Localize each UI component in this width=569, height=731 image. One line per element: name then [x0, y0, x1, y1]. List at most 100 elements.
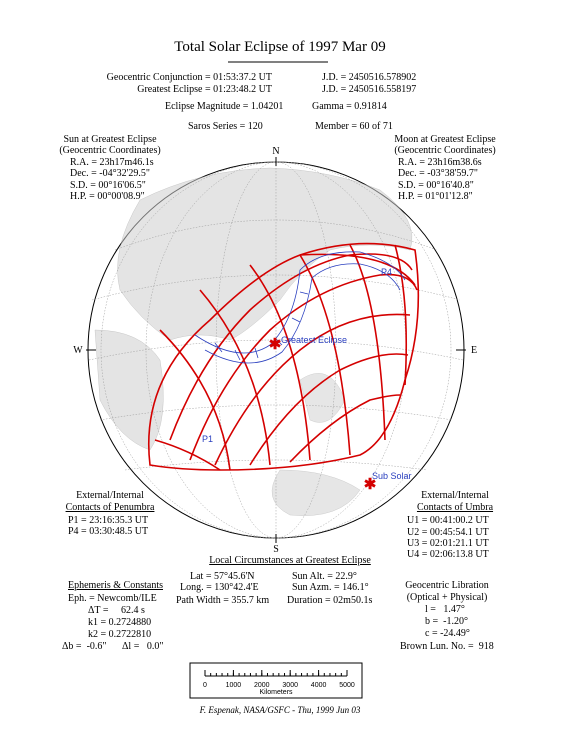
sun-row: Dec. = -04°32'29.5" [70, 168, 150, 179]
umbra-row: U3 = 02:01:21.1 UT [407, 538, 489, 549]
moon-row: H.P. = 01°01'12.8" [398, 191, 473, 202]
graticule-part [124, 459, 428, 471]
penumbra-curves-part [169, 253, 413, 441]
umbra-path-part [214, 291, 309, 361]
greatest-eclipse-marker: ✱ [269, 337, 282, 353]
penumbra-curves-part [199, 289, 271, 466]
moon-row: Dec. = -03°38'59.7" [398, 168, 478, 179]
local-cell: Lat = 57°45.6'N [190, 571, 255, 582]
ephemeris-row: ΔT = 62.4 s [88, 605, 145, 616]
umbra-heading: External/Internal [421, 490, 489, 501]
moon-row: R.A. = 23h16m38.6s [398, 157, 482, 168]
sub-solar-marker: ✱ [364, 477, 377, 493]
umbra-path-part [204, 263, 401, 364]
distance-scale: 0 1000 2000 3000 4000 5000 Kilometers [189, 662, 363, 699]
map-label: Sub Solar [372, 471, 412, 481]
libration-heading: (Optical + Physical) [407, 592, 488, 603]
penumbra-curves-part [189, 273, 418, 461]
map-label: Greatest Eclipse [281, 335, 347, 345]
greatest-jd: J.D. = 2450516.558197 [322, 84, 416, 95]
compass-label: W [73, 345, 83, 356]
local-cell: Long. = 130°42.4'E [180, 582, 259, 593]
sun-heading: Sun at Greatest Eclipse [63, 134, 157, 145]
greatest: Greatest Eclipse = 01:23:48.2 UT [137, 84, 272, 95]
libration-row: c = -24.49° [425, 628, 470, 639]
scale-tick-label: 0 [203, 682, 207, 689]
penumbra-curves-part [349, 244, 386, 441]
umbra-path [194, 251, 406, 364]
penumbra-curves [147, 242, 420, 471]
penumbra-curves-part [289, 394, 401, 463]
umbra-heading: Contacts of Umbra [417, 502, 494, 513]
penumbra-row: P1 = 23:16:35.3 UT [68, 515, 148, 526]
scale-box [189, 662, 363, 699]
local-cell: Path Width = 355.7 km [176, 595, 269, 606]
libration-row: Brown Lun. No. = 918 [400, 641, 494, 652]
penumbra-heading: External/Internal [76, 490, 144, 501]
penumbra-curves-part [249, 353, 409, 466]
compass: N S W E [73, 146, 477, 555]
scale-unit: Kilometers [259, 689, 293, 696]
sun-row: R.A. = 23h17m46.1s [70, 157, 154, 168]
land-part [271, 469, 361, 516]
penumbra-curves-part [154, 439, 221, 471]
umbra-row: U2 = 00:45:54.1 UT [407, 527, 489, 538]
libration-row: b = -1.20° [425, 616, 468, 627]
libration-row: l = 1.47° [425, 604, 465, 615]
local-cell: Duration = 02m50.1s [287, 595, 372, 606]
sun-heading: (Geocentric Coordinates) [59, 145, 160, 156]
umbra-row: U1 = 00:41:00.2 UT [407, 515, 489, 526]
penumbra-curves-part [299, 254, 351, 456]
footer: F. Espenak, NASA/GSFC - Thu, 1999 Jun 03 [199, 705, 361, 715]
penumbra-curves-part [159, 329, 231, 471]
ephemeris-row: Δb = -0.6" [62, 641, 106, 652]
scale-tick-label: 2000 [254, 682, 270, 689]
moon-heading: Moon at Greatest Eclipse [394, 134, 496, 145]
ephemeris-row: k1 = 0.2724880 [88, 617, 151, 628]
gamma: Gamma = 0.91814 [312, 101, 387, 112]
sun-row: H.P. = 00°00'08.9" [70, 191, 145, 202]
compass-label: N [272, 146, 279, 157]
land [94, 167, 413, 516]
title: Total Solar Eclipse of 1997 Mar 09 [174, 39, 385, 55]
graticule-part [99, 404, 453, 421]
compass-label: S [273, 544, 279, 555]
ephemeris-row: Eph. = Newcomb/ILE [68, 593, 157, 604]
graticule-part [91, 274, 461, 301]
sun-row: S.D. = 00°16'06.5" [70, 180, 146, 191]
scale-tick-label: 1000 [226, 682, 242, 689]
penumbra-curves-part [299, 253, 416, 286]
map-label: P4 [381, 267, 392, 277]
magnitude: Eclipse Magnitude = 1.04201 [165, 101, 283, 112]
penumbra-heading: Contacts of Penumbra [66, 502, 155, 513]
umbra-path-part [194, 251, 406, 354]
scale-tick-label: 3000 [282, 682, 298, 689]
penumbra-row: P4 = 03:30:48.5 UT [68, 526, 148, 537]
moon-row: S.D. = 00°16'40.8" [398, 180, 474, 191]
penumbra-curves-part [394, 244, 408, 386]
conjunction-jd: J.D. = 2450516.578902 [322, 72, 416, 83]
ephemeris-row: Δl = 0.0" [122, 641, 163, 652]
umbra-row: U4 = 02:06:13.8 UT [407, 549, 489, 560]
local-heading: Local Circumstances at Greatest Eclipse [209, 555, 371, 566]
scale-tick-label: 5000 [339, 682, 355, 689]
ephemeris-row: k2 = 0.2722810 [88, 629, 151, 640]
ephemeris-heading: Ephemeris & Constants [68, 580, 163, 591]
scale-tick-label: 4000 [311, 682, 327, 689]
local-cell: Sun Azm. = 146.1° [292, 582, 369, 593]
conjunction: Geocentric Conjunction = 01:53:37.2 UT [107, 72, 272, 83]
markers: ✱ ✱ [269, 337, 377, 493]
libration-heading: Geocentric Libration [405, 580, 489, 591]
moon-heading: (Geocentric Coordinates) [394, 145, 495, 156]
penumbra-curves-part [147, 242, 420, 471]
member: Member = 60 of 71 [315, 121, 393, 132]
globe: ✱ ✱ P4 Greatest Eclipse P1 Sub Solar [87, 161, 465, 539]
saros: Saros Series = 120 [188, 121, 263, 132]
map-label: P1 [202, 434, 213, 444]
penumbra-curves-part [249, 264, 311, 461]
compass-label: E [471, 345, 477, 356]
local-cell: Sun Alt. = 22.9° [292, 571, 357, 582]
